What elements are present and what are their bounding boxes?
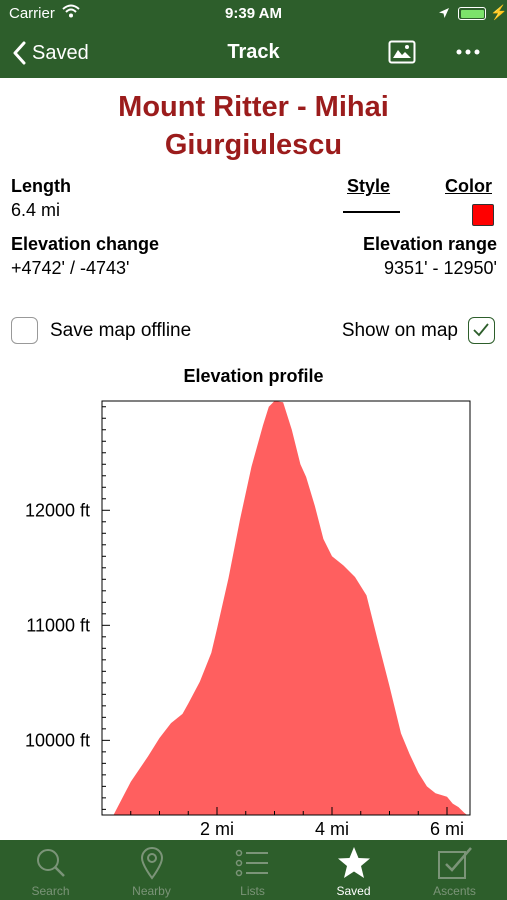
map-button[interactable] xyxy=(388,40,416,69)
elevation-range-value: 9351' - 12950' xyxy=(384,258,497,278)
carrier-label: Carrier xyxy=(9,5,55,22)
page-title: Track xyxy=(227,41,280,63)
save-offline-label: Save map offline xyxy=(50,320,192,341)
style-link[interactable]: Style xyxy=(347,176,391,196)
line-style-swatch[interactable] xyxy=(343,211,400,213)
back-button[interactable]: Saved xyxy=(12,38,89,68)
charging-bolt-icon: ⚡ xyxy=(490,4,507,20)
tab-nearby[interactable]: Nearby xyxy=(101,840,202,900)
y-tick-label: 10000 ft xyxy=(25,730,90,750)
elevation-change-value: +4742' / -4743' xyxy=(11,258,130,278)
status-bar: Carrier 9:39 AM ⚡ xyxy=(0,0,507,28)
length-label: Length xyxy=(11,176,71,196)
more-dots-icon xyxy=(456,49,480,55)
track-title: Mount Ritter - Mihai Giurgiulescu xyxy=(20,88,487,164)
tab-ascents-label: Ascents xyxy=(433,884,476,898)
elevation-area xyxy=(113,401,468,815)
y-tick-label: 12000 ft xyxy=(25,500,90,520)
chart-title: Elevation profile xyxy=(183,366,324,386)
more-button[interactable] xyxy=(455,40,481,69)
tab-lists-label: Lists xyxy=(240,884,265,898)
nav-bar: Saved Track xyxy=(0,28,507,78)
tab-saved[interactable]: Saved xyxy=(303,840,404,900)
show-on-map-checkbox[interactable] xyxy=(468,317,495,344)
elevation-range-label: Elevation range xyxy=(362,234,497,254)
elevation-change-label: Elevation change xyxy=(11,234,160,254)
tab-search[interactable]: Search xyxy=(0,840,101,900)
list-icon xyxy=(235,849,268,877)
back-label: Saved xyxy=(32,41,89,64)
battery-icon xyxy=(458,7,486,20)
track-color-swatch[interactable] xyxy=(472,204,494,226)
track-title-line-1: Mount Ritter - Mihai xyxy=(118,91,389,123)
color-link[interactable]: Color xyxy=(445,176,492,196)
track-title-line-2: Giurgiulescu xyxy=(164,129,343,161)
wifi-icon xyxy=(62,4,80,22)
checkmark-icon xyxy=(473,323,489,337)
save-offline-checkbox[interactable] xyxy=(11,317,38,344)
star-icon xyxy=(337,847,370,878)
tab-ascents[interactable]: Ascents xyxy=(404,840,505,900)
checkbox-icon xyxy=(437,847,472,879)
magnifier-icon xyxy=(36,849,65,877)
tab-search-label: Search xyxy=(31,884,70,898)
x-tick-label: 4 mi xyxy=(315,819,349,835)
tab-lists[interactable]: Lists xyxy=(202,840,303,900)
elevation-chart: 10000 ft 11000 ft 12000 ft 2 mi 4 mi 6 mi xyxy=(25,400,471,835)
length-value: 6.4 mi xyxy=(11,200,61,220)
tab-nearby-label: Nearby xyxy=(132,884,171,898)
x-tick-label: 2 mi xyxy=(200,819,234,835)
map-pin-icon xyxy=(140,847,163,880)
tab-bar: Search Nearby Lists Saved Ascents xyxy=(0,840,507,900)
map-icon xyxy=(388,40,416,64)
tab-saved-label: Saved xyxy=(336,884,371,898)
plot-frame xyxy=(101,400,471,816)
location-arrow-icon xyxy=(438,6,450,23)
y-tick-label: 11000 ft xyxy=(26,615,90,635)
show-on-map-label: Show on map xyxy=(341,320,458,341)
clock: 9:39 AM xyxy=(225,5,282,22)
x-tick-label: 6 mi xyxy=(430,819,464,835)
chevron-left-icon xyxy=(13,41,26,65)
